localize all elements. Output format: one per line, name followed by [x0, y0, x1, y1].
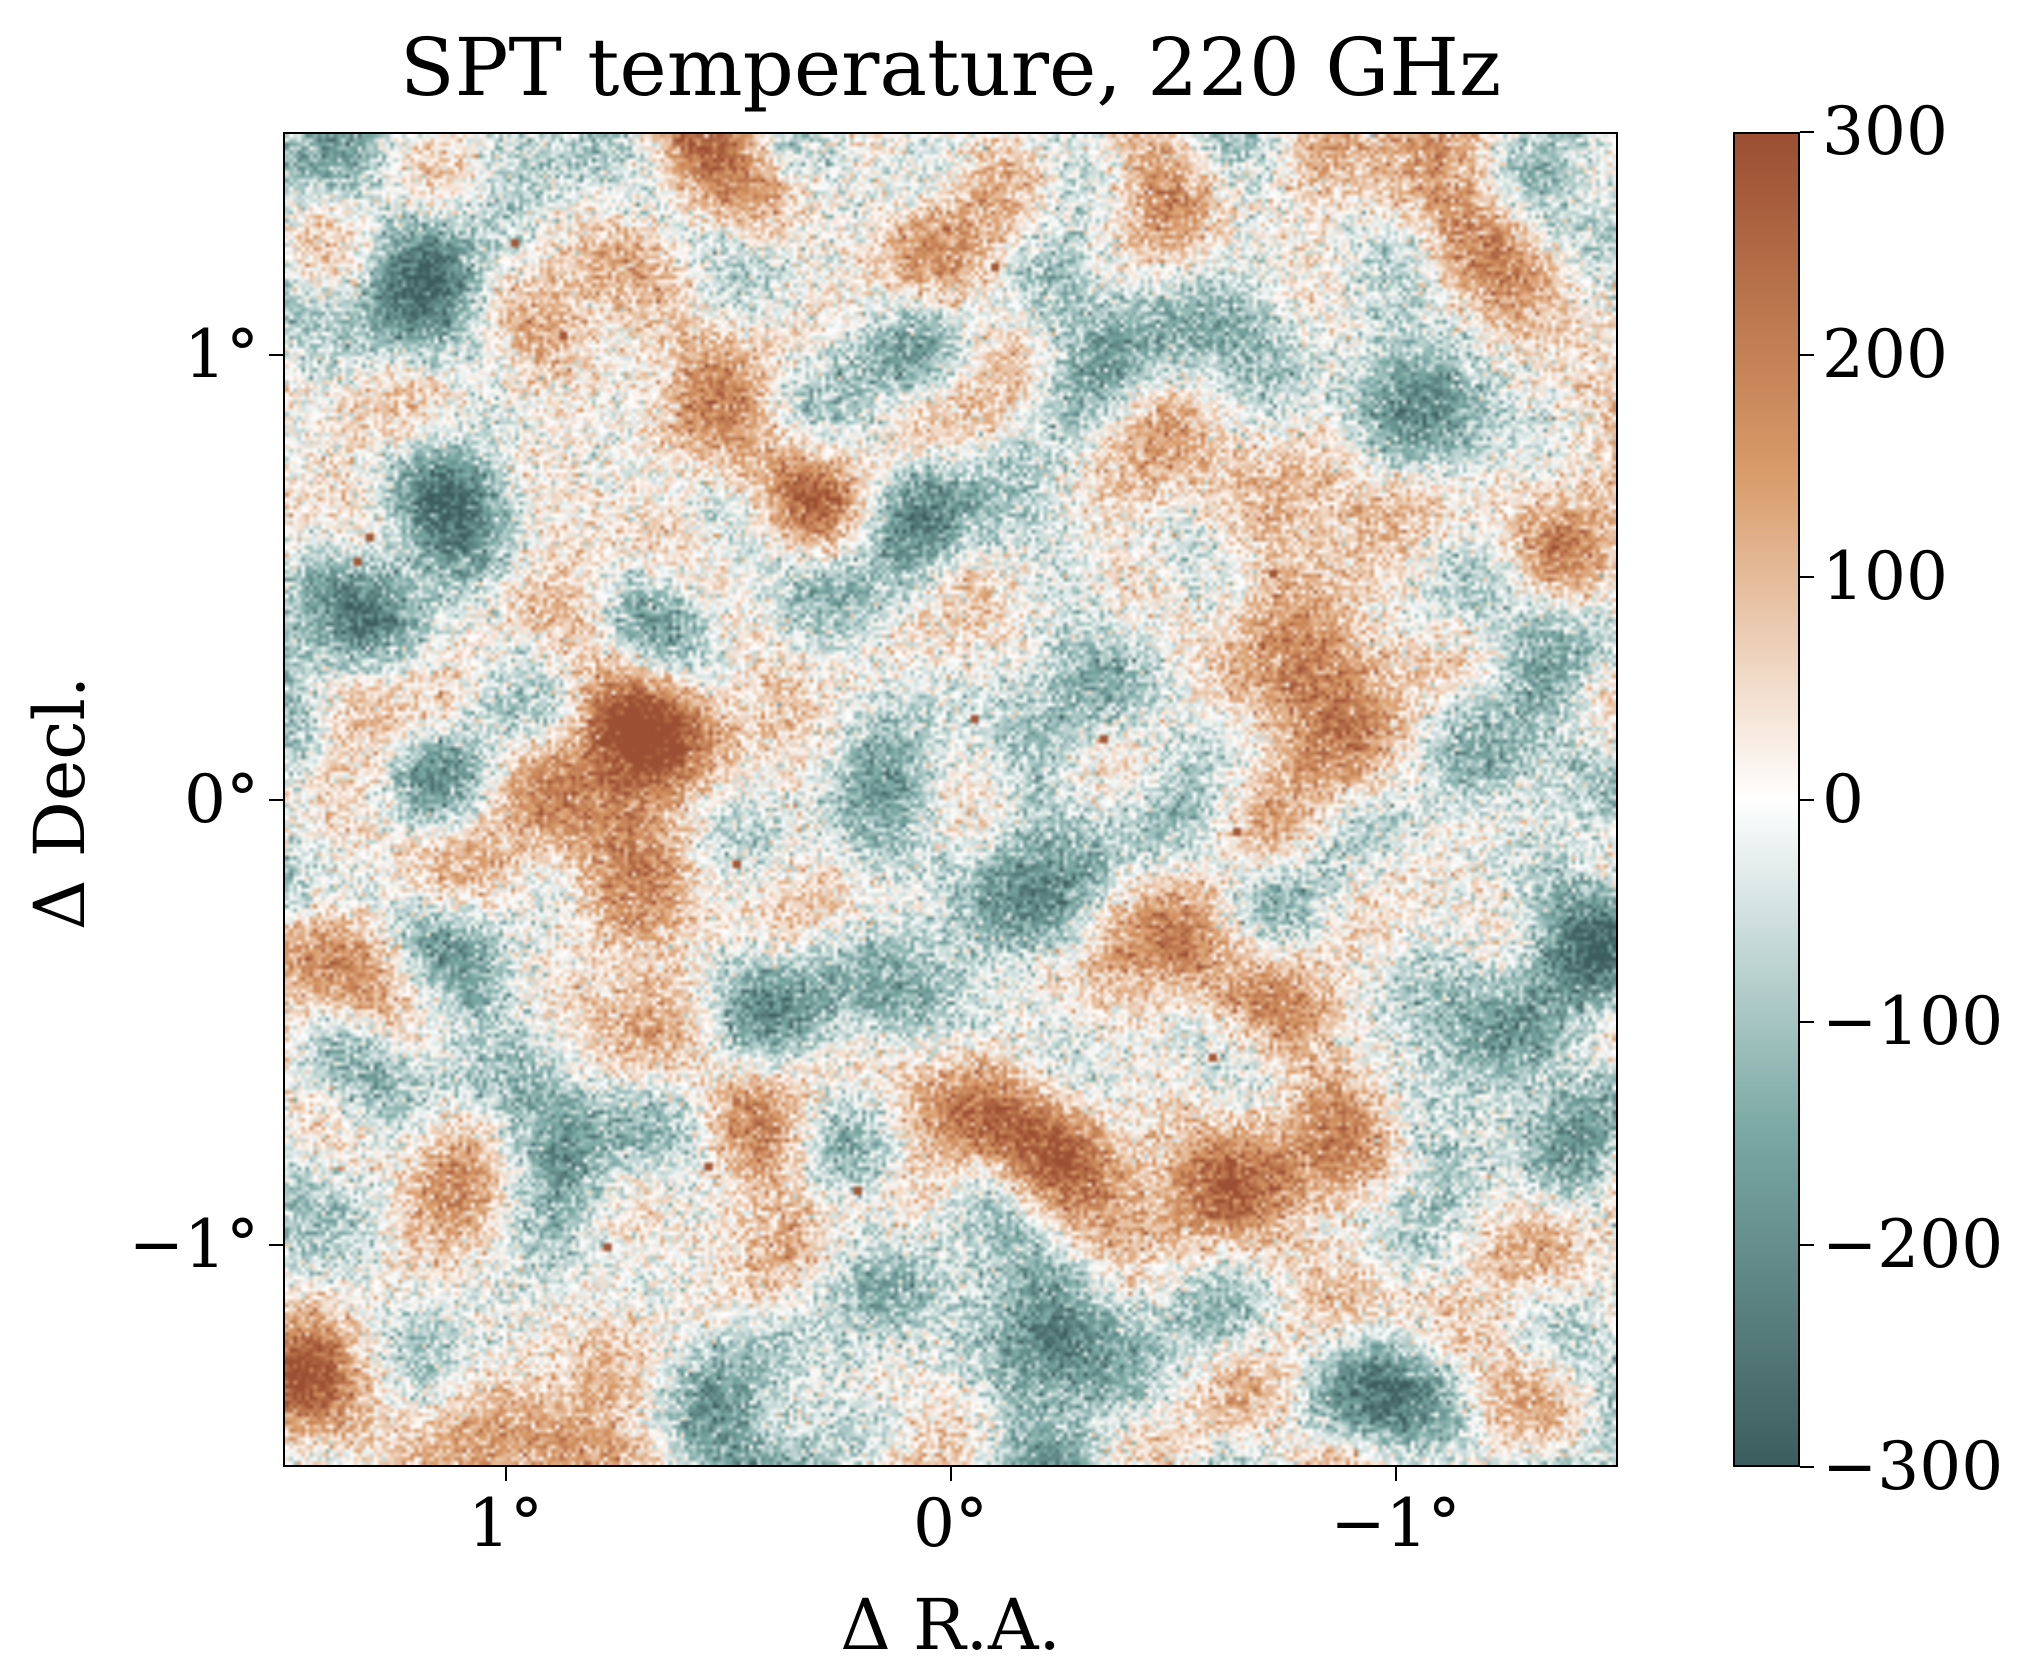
x-tick-label: 0° — [913, 1485, 988, 1562]
x-tick-label: −1° — [1330, 1485, 1461, 1562]
plot-area — [283, 132, 1618, 1467]
colorbar-tick-mark — [1800, 576, 1814, 578]
colorbar-gradient — [1735, 134, 1798, 1465]
colorbar-tick-label: 200 — [1822, 315, 1948, 393]
x-axis-label: Δ R.A. — [840, 1584, 1061, 1666]
colorbar-tick-mark — [1800, 1243, 1814, 1246]
x-tick-mark — [1394, 1467, 1397, 1481]
x-tick-label: 1° — [468, 1485, 543, 1562]
colorbar-tick-label: 0 — [1822, 760, 1864, 838]
x-tick-mark — [949, 1467, 952, 1481]
colorbar-tick-label: 100 — [1822, 538, 1948, 615]
colorbar-tick-mark — [1800, 1021, 1814, 1023]
y-tick-label: −1° — [128, 1205, 259, 1283]
colorbar-tick-mark — [1800, 798, 1814, 801]
y-tick-label: 0° — [184, 760, 259, 838]
x-tick-mark — [504, 1467, 507, 1481]
colorbar — [1733, 132, 1800, 1467]
colorbar-tick-mark — [1800, 131, 1814, 133]
y-tick-mark — [269, 353, 283, 356]
colorbar-tick-label: −300 — [1822, 1428, 2004, 1505]
y-tick-label: 1° — [184, 315, 259, 393]
colorbar-tick-label: 300 — [1822, 93, 1948, 170]
temperature-map — [285, 134, 1616, 1465]
chart-title: SPT temperature, 220 GHz — [399, 21, 1502, 114]
y-tick-mark — [269, 798, 283, 801]
y-tick-mark — [269, 1243, 283, 1246]
colorbar-tick-mark — [1800, 353, 1814, 356]
colorbar-tick-label: −100 — [1822, 983, 2004, 1060]
colorbar-tick-label: −200 — [1822, 1205, 2004, 1283]
colorbar-tick-mark — [1800, 1466, 1814, 1468]
